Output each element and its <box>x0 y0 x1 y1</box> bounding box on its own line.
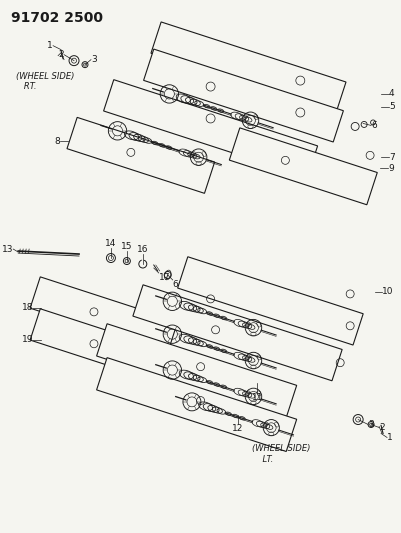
Text: 4: 4 <box>388 89 394 98</box>
Text: 11: 11 <box>251 393 263 401</box>
Text: 3: 3 <box>91 55 97 64</box>
Text: 91702 2500: 91702 2500 <box>11 11 103 25</box>
Text: 9: 9 <box>387 164 393 173</box>
Polygon shape <box>96 324 296 417</box>
Polygon shape <box>229 128 377 205</box>
Text: 17: 17 <box>158 273 170 282</box>
Text: 15: 15 <box>121 242 132 251</box>
Text: 7: 7 <box>388 153 394 162</box>
Text: 8: 8 <box>54 137 60 146</box>
Text: (WHEEL SIDE)
   RT.: (WHEEL SIDE) RT. <box>16 71 75 91</box>
Polygon shape <box>30 277 177 353</box>
Polygon shape <box>103 79 317 177</box>
Text: 18: 18 <box>22 303 33 312</box>
Text: 6: 6 <box>172 280 178 289</box>
Polygon shape <box>143 49 342 142</box>
Polygon shape <box>151 22 345 114</box>
Text: 2: 2 <box>378 423 384 432</box>
Polygon shape <box>30 309 177 385</box>
Text: 14: 14 <box>105 239 116 248</box>
Text: 16: 16 <box>137 245 148 254</box>
Text: 19: 19 <box>22 335 33 344</box>
Polygon shape <box>177 257 362 345</box>
Text: 2: 2 <box>58 50 64 59</box>
Text: 12: 12 <box>231 424 243 432</box>
Text: 13: 13 <box>2 245 13 254</box>
Text: 5: 5 <box>388 102 394 111</box>
Text: 10: 10 <box>381 287 393 296</box>
Polygon shape <box>67 117 214 193</box>
Text: 3: 3 <box>367 420 373 429</box>
Polygon shape <box>133 285 341 381</box>
Text: 1: 1 <box>47 41 53 50</box>
Text: 6: 6 <box>370 121 376 130</box>
Polygon shape <box>96 358 296 451</box>
Text: (WHEEL SIDE)
    LT.: (WHEEL SIDE) LT. <box>252 445 310 464</box>
Text: 1: 1 <box>386 433 392 442</box>
